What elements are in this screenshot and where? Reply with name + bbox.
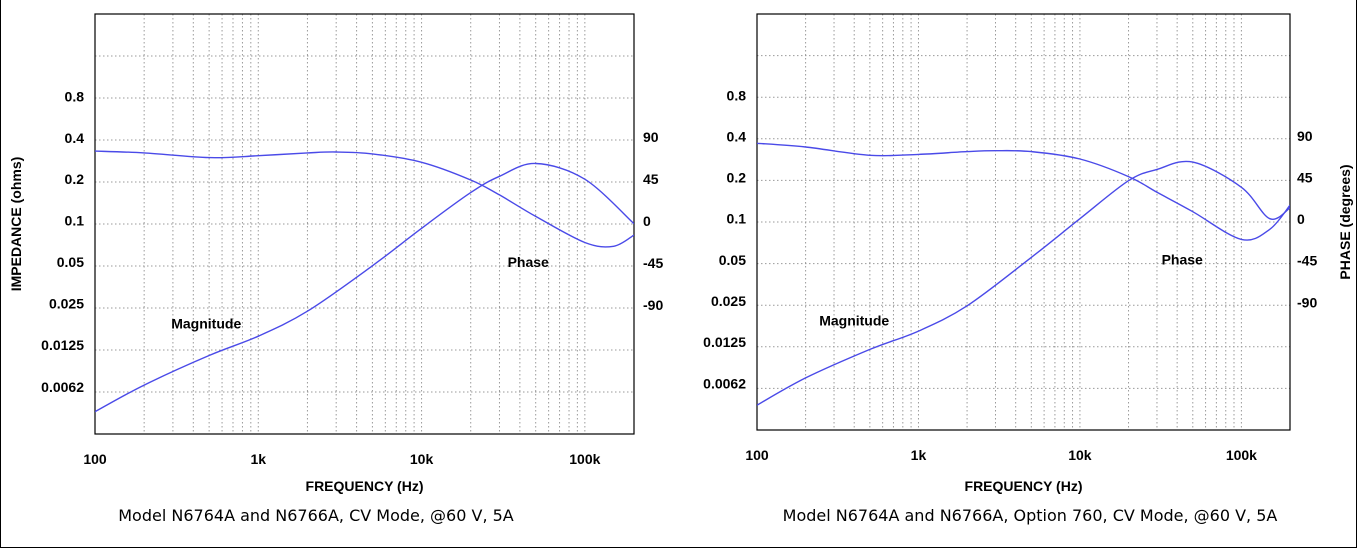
- y-tick-label: 0.4: [65, 130, 85, 146]
- y-tick-label: 0.05: [719, 252, 746, 268]
- caption-left: Model N6764A and N6766A, CV Mode, @60 V,…: [118, 506, 514, 525]
- y-tick-label: 0.1: [65, 213, 85, 229]
- series-line-phase: [757, 142, 1290, 241]
- y2-tick-label: 0: [1297, 211, 1305, 227]
- y-tick-label: 0.0062: [703, 375, 746, 391]
- y2-tick-label: -45: [643, 255, 663, 271]
- y2-tick-label: 45: [1297, 169, 1313, 185]
- x-axis-label: FREQUENCY (Hz): [965, 478, 1083, 494]
- annotation-magnitude: Magnitude: [171, 315, 241, 331]
- x-tick-label: 10k: [410, 451, 434, 467]
- x-tick-label: 100: [83, 451, 107, 467]
- chart-panel-1: 0.8 0.4 0.2 0.1 0.05 0.025 0.0125 0.0062 90 45 0 -4…: [8, 13, 663, 494]
- y2-tick-label: 90: [1297, 128, 1313, 144]
- y-tick-label: 0.0062: [41, 379, 84, 395]
- grid: [757, 14, 1290, 430]
- x-axis-label: FREQUENCY (Hz): [306, 478, 424, 494]
- y-tick-label: 0.8: [65, 88, 85, 104]
- annotation-phase: Phase: [508, 254, 549, 270]
- series-line-magnitude: [95, 162, 634, 413]
- series-line-magnitude: [757, 160, 1290, 406]
- x-tick-label: 1k: [911, 447, 927, 463]
- y-tick-label: 0.4: [727, 129, 747, 145]
- y-tick-label: 0.1: [727, 211, 747, 227]
- y2-tick-label: -45: [1297, 253, 1317, 269]
- y-axis-label: IMPEDANCE (ohms): [8, 157, 24, 292]
- x-tick-label: 100k: [1226, 447, 1257, 463]
- y-tick-label: 0.2: [65, 171, 85, 187]
- x-tick-label: 1k: [250, 451, 266, 467]
- y2-tick-label: 45: [643, 171, 659, 187]
- y2-tick-label: -90: [1297, 294, 1317, 310]
- y2-tick-label: 90: [643, 129, 659, 145]
- y-tick-label: 0.025: [711, 293, 746, 309]
- y-tick-label: 0.025: [49, 296, 84, 312]
- x-tick-label: 100: [745, 447, 769, 463]
- x-tick-label: 10k: [1068, 447, 1092, 463]
- annotation-magnitude: Magnitude: [819, 312, 889, 328]
- chart-panel-2: 0.8 0.4 0.2 0.1 0.05 0.025 0.0125 0.0062 90 45 0 -4…: [703, 13, 1353, 494]
- y2-axis-label: PHASE (degrees): [1337, 164, 1353, 279]
- x-tick-label: 100k: [569, 451, 600, 467]
- y-tick-label: 0.05: [57, 254, 84, 270]
- series-line-phase: [95, 150, 634, 248]
- y2-tick-label: -90: [643, 297, 663, 313]
- caption-right: Model N6764A and N6766A, Option 760, CV …: [782, 506, 1278, 525]
- plot-border: [756, 13, 1291, 431]
- y-tick-label: 0.8: [727, 88, 747, 104]
- y-tick-label: 0.0125: [41, 337, 84, 353]
- y-tick-label: 0.2: [727, 170, 747, 186]
- y2-tick-label: 0: [643, 213, 651, 229]
- grid: [95, 14, 634, 434]
- y-tick-label: 0.0125: [703, 334, 746, 350]
- plot-border: [94, 13, 635, 435]
- annotation-phase: Phase: [1162, 251, 1203, 267]
